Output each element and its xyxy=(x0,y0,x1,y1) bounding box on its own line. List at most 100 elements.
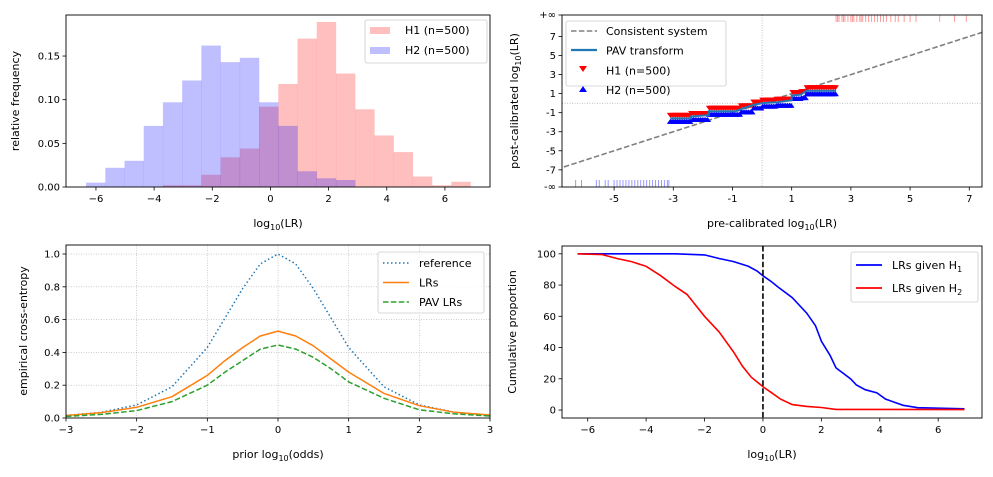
axes-frame xyxy=(561,14,983,188)
histogram-bar-h1 xyxy=(451,181,471,187)
y-tick-label: 60 xyxy=(543,312,556,323)
y-tick-label: 7 xyxy=(550,32,556,43)
h2-marker xyxy=(787,102,795,108)
x-tick-label: 3 xyxy=(487,425,493,436)
histogram-bar-h1 xyxy=(374,135,394,187)
h2-marker xyxy=(748,109,756,115)
x-axis-label-suffix: (LR) xyxy=(774,448,796,461)
y-tick-label: 0 xyxy=(550,406,556,417)
y-tick-label: 100 xyxy=(537,249,556,260)
y-axis-label: empirical cross-entropy xyxy=(17,266,30,396)
y-axis-label-subscript: 10 xyxy=(514,55,523,65)
histogram-bar-h1 xyxy=(432,185,452,187)
legend-label: LRs given H2 xyxy=(892,282,962,297)
histogram-bar-h1 xyxy=(182,185,202,187)
x-tick-label: −4 xyxy=(147,194,162,205)
histogram-bar-h1 xyxy=(393,152,414,187)
x-tick-label: -1 xyxy=(727,194,737,205)
histogram-bar-h2 xyxy=(259,102,279,187)
legend: LRs given H1 LRs given H2 xyxy=(850,251,979,303)
x-axis-label-subscript: 10 xyxy=(764,454,774,463)
plot-area xyxy=(86,21,471,187)
legend-frame xyxy=(850,251,979,303)
x-tick-label: −2 xyxy=(697,425,712,436)
y-axis-label-text: post-calibrated log xyxy=(508,66,521,169)
y-axis-label-suffix: (LR) xyxy=(508,33,521,55)
x-axis-label-subscript: 10 xyxy=(278,454,288,463)
x-tick-label: −4 xyxy=(639,425,654,436)
y-tick-label: -5 xyxy=(546,146,556,157)
y-tick-label: 0.6 xyxy=(44,315,60,326)
x-tick-label: 1 xyxy=(788,194,794,205)
x-tick-label: 2 xyxy=(416,425,422,436)
x-tick-label: -3 xyxy=(668,194,678,205)
ece-line-reference xyxy=(66,253,490,417)
y-axis-label: relative frequency xyxy=(9,50,22,151)
x-axis-label-suffix: (odds) xyxy=(289,448,324,461)
histogram-bar-h2 xyxy=(124,160,144,187)
ece-line-pav-lrs xyxy=(66,344,490,418)
legend-label: PAV LRs xyxy=(419,296,463,309)
y-tick-label: 0.8 xyxy=(44,282,60,293)
histogram-bar-h1 xyxy=(335,73,356,187)
y-tick-label: 40 xyxy=(543,343,556,354)
x-tick-label: -5 xyxy=(609,194,619,205)
y-tick-label: 80 xyxy=(543,281,556,292)
legend: H1 (n=500) H2 (n=500) xyxy=(364,19,488,64)
y-tick-label: 20 xyxy=(543,374,556,385)
x-axis-label: pre-calibrated log10(LR) xyxy=(707,217,837,232)
ece-line-lrs xyxy=(66,330,490,417)
histogram-bar-h2 xyxy=(86,182,106,187)
x-tick-label: −3 xyxy=(59,425,74,436)
x-axis-label-subscript: 10 xyxy=(270,223,280,232)
histogram-bar-h2 xyxy=(239,57,260,187)
histogram-bar-h2 xyxy=(278,125,298,187)
y-tick-label: 5 xyxy=(550,51,556,62)
histogram-bar-h2 xyxy=(201,45,221,187)
legend-label-text: LRs given H xyxy=(892,282,957,295)
legend: reference LRs PAV LRs xyxy=(377,251,485,314)
x-axis-label: log10(LR) xyxy=(253,217,302,232)
histogram-bar-h1 xyxy=(259,106,279,187)
histogram-bar-h1 xyxy=(412,176,433,187)
plot-area xyxy=(562,15,982,187)
legend-label-subscript: 1 xyxy=(957,265,962,274)
y-tick-label-infinity: +∞ xyxy=(539,10,556,21)
x-tick-label: 1 xyxy=(345,425,351,436)
histogram-bar-h1 xyxy=(316,21,337,187)
h1-marker xyxy=(831,85,839,91)
histogram-bar-h1 xyxy=(201,174,221,187)
chart-panel-bottom-left: −3 −2 −1 0 1 2 3 0.0 0.2 0.4 0.6 0.8 1.0 prior log10(… xyxy=(17,244,493,463)
y-tick-label: 1 xyxy=(550,89,556,100)
legend-label: H1 (n=500) xyxy=(606,64,671,77)
tippett-line-h2 xyxy=(577,253,965,411)
x-axis-label-suffix: (LR) xyxy=(280,217,302,230)
y-tick-label: 3 xyxy=(550,70,556,81)
legend-label: H2 (n=500) xyxy=(606,84,671,97)
legend-label: reference xyxy=(419,257,472,270)
y-axis-label: post-calibrated log10(LR) xyxy=(508,33,523,169)
legend-label: Consistent system xyxy=(606,25,708,38)
histogram-bar-h1 xyxy=(355,109,375,187)
histogram-bar-h2 xyxy=(162,102,183,187)
x-tick-label: 6 xyxy=(935,425,941,436)
x-tick-label: 6 xyxy=(442,194,448,205)
y-tick-label: 0.00 xyxy=(38,183,60,194)
legend-label: H2 (n=500) xyxy=(405,44,470,57)
histogram-bar-h1 xyxy=(220,157,241,187)
legend-swatch xyxy=(370,47,390,54)
x-axis-label-text: prior log xyxy=(232,448,278,461)
chart-panel-bottom-right: −6 −4 −2 0 2 4 6020406080100log10(LR)Cumulativ… xyxy=(506,245,983,463)
legend-h1-marker xyxy=(579,66,587,72)
x-tick-label: −6 xyxy=(89,194,104,205)
legend-label-subscript: 2 xyxy=(957,288,962,297)
h2-marker xyxy=(704,116,712,122)
y-axis-label: Cumulative proportion xyxy=(506,270,519,394)
chart-panel-top-left: −6 −4 −2 0 2 4 6 0.00 0.05 0.10 0.15 log10(LR) relat… xyxy=(9,14,491,232)
x-axis-label: log10(LR) xyxy=(747,448,796,463)
legend-label: H1 (n=500) xyxy=(405,24,470,37)
h2-marker xyxy=(801,95,809,101)
histogram-bar-h2 xyxy=(220,62,241,187)
y-tick-label: 1.0 xyxy=(44,250,60,261)
